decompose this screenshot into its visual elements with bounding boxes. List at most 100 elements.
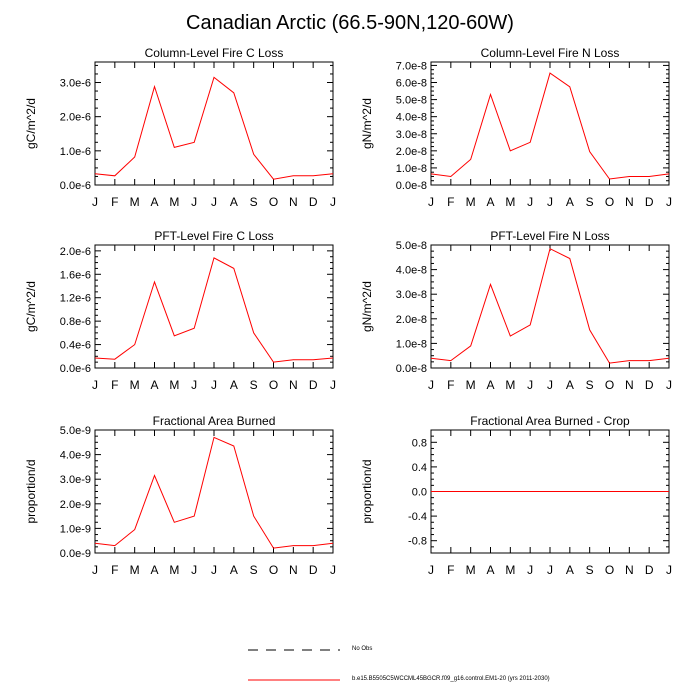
- y-tick-label: 0.0e-8: [396, 180, 427, 192]
- y-axis-label: gC/m^2/d: [24, 281, 38, 332]
- panel-title: Fractional Area Burned: [153, 414, 276, 428]
- x-tick-label: D: [645, 378, 654, 392]
- x-tick-label: F: [447, 563, 454, 577]
- x-tick-label: F: [111, 563, 118, 577]
- x-tick-label: F: [447, 195, 454, 209]
- x-tick-label: O: [605, 563, 614, 577]
- x-tick-label: D: [309, 378, 318, 392]
- x-tick-label: M: [466, 378, 476, 392]
- figure-title: Canadian Arctic (66.5-90N,120-60W): [186, 12, 514, 34]
- y-tick-label: 1.0e-6: [60, 146, 91, 158]
- x-tick-label: O: [605, 378, 614, 392]
- y-tick-label: 1.0e-9: [60, 523, 91, 535]
- x-tick-label: F: [111, 378, 118, 392]
- y-tick-label: 4.0e-8: [396, 265, 427, 277]
- x-tick-label: J: [211, 378, 217, 392]
- x-tick-label: J: [191, 563, 197, 577]
- series-line: [430, 72, 670, 180]
- x-tick-label: D: [309, 563, 318, 577]
- chart-panel-2: J F M A M J J A S O N D J0.0e-81.0e-82.0e-83.0e-84.0…: [360, 46, 672, 209]
- y-tick-label: 6.0e-8: [396, 78, 427, 90]
- y-tick-label: 2.0e-8: [396, 146, 427, 158]
- y-tick-label: 4.0e-8: [396, 112, 427, 124]
- x-tick-label: M: [505, 378, 515, 392]
- y-tick-label: 1.0e-8: [396, 338, 427, 350]
- y-tick-label: 2.0e-9: [60, 499, 91, 511]
- panel-title: Column-Level Fire C Loss: [145, 46, 284, 60]
- y-tick-label: 3.0e-8: [396, 129, 427, 141]
- x-tick-label: D: [309, 195, 318, 209]
- y-tick-label: 3.0e-8: [396, 289, 427, 301]
- y-tick-label: 0.4e-6: [60, 340, 91, 352]
- x-tick-label: A: [230, 563, 238, 577]
- y-tick-label: 1.6e-6: [60, 269, 91, 281]
- x-tick-label: J: [211, 563, 217, 577]
- x-tick-label: A: [230, 378, 238, 392]
- y-tick-label: 4.0e-9: [60, 450, 91, 462]
- y-tick-label: 0.0e-9: [60, 548, 91, 560]
- y-axis-label: gN/m^2/d: [360, 281, 374, 332]
- x-tick-label: J: [92, 563, 98, 577]
- y-axis-label: proportion/d: [24, 459, 38, 523]
- y-tick-label: -0.8: [408, 536, 427, 548]
- x-tick-label: J: [527, 195, 533, 209]
- y-tick-label: 0.8e-6: [60, 316, 91, 328]
- x-tick-label: M: [466, 195, 476, 209]
- x-tick-label: A: [486, 195, 494, 209]
- x-tick-label: J: [330, 195, 336, 209]
- legend-label-no-obs: No Obs: [352, 646, 373, 652]
- x-tick-label: S: [250, 195, 258, 209]
- chart-panel-1: J F M A M J J A S O N D J0.0e-61.0e-62.0e-63.0e-6Col…: [24, 46, 336, 209]
- panel-title: PFT-Level Fire C Loss: [154, 229, 273, 243]
- y-tick-label: 1.2e-6: [60, 293, 91, 305]
- y-axis-label: gN/m^2/d: [360, 98, 374, 149]
- x-tick-label: O: [269, 195, 278, 209]
- chart-panel-3: J F M A M J J A S O N D J0.0e-60.4e-60.8e-61.2e-61.6…: [24, 229, 336, 392]
- x-tick-label: N: [625, 195, 634, 209]
- y-tick-label: -0.4: [408, 511, 427, 523]
- x-tick-label: A: [566, 378, 574, 392]
- y-tick-label: 0.0: [412, 487, 427, 499]
- x-tick-label: M: [169, 195, 179, 209]
- panel-title: PFT-Level Fire N Loss: [490, 229, 609, 243]
- x-tick-label: M: [466, 563, 476, 577]
- x-tick-label: A: [230, 195, 238, 209]
- x-tick-label: S: [250, 378, 258, 392]
- x-tick-label: M: [130, 195, 140, 209]
- x-tick-label: J: [527, 378, 533, 392]
- x-tick-label: A: [486, 563, 494, 577]
- x-tick-label: S: [586, 378, 594, 392]
- x-tick-label: A: [486, 378, 494, 392]
- y-axis-label: proportion/d: [360, 459, 374, 523]
- y-tick-label: 5.0e-9: [60, 425, 91, 437]
- x-tick-label: A: [566, 563, 574, 577]
- chart-panel-5: J F M A M J J A S O N D J0.0e-91.0e-92.0e-93.0e-94.0…: [24, 414, 336, 577]
- x-tick-label: M: [130, 378, 140, 392]
- y-tick-label: 3.0e-9: [60, 474, 91, 486]
- series-line: [94, 257, 334, 363]
- x-tick-label: J: [666, 378, 672, 392]
- x-tick-label: A: [150, 195, 158, 209]
- y-tick-label: 1.0e-8: [396, 163, 427, 175]
- series-line: [94, 436, 334, 549]
- x-tick-label: F: [447, 378, 454, 392]
- x-tick-label: J: [211, 195, 217, 209]
- x-tick-label: M: [505, 563, 515, 577]
- x-tick-label: J: [330, 378, 336, 392]
- x-tick-label: J: [527, 563, 533, 577]
- x-tick-label: J: [666, 195, 672, 209]
- series-line: [430, 247, 670, 364]
- x-tick-label: D: [645, 195, 654, 209]
- x-tick-label: O: [269, 378, 278, 392]
- legend-label-model: b.e15.B5505C5WCCML45BGCR.f09_g16.control…: [352, 676, 550, 682]
- panel-title: Fractional Area Burned - Crop: [470, 414, 630, 428]
- x-tick-label: J: [92, 195, 98, 209]
- x-tick-label: N: [625, 378, 634, 392]
- x-tick-label: J: [428, 563, 434, 577]
- x-tick-label: A: [566, 195, 574, 209]
- x-tick-label: M: [505, 195, 515, 209]
- x-tick-label: N: [289, 195, 298, 209]
- x-tick-label: O: [269, 563, 278, 577]
- y-tick-label: 2.0e-8: [396, 314, 427, 326]
